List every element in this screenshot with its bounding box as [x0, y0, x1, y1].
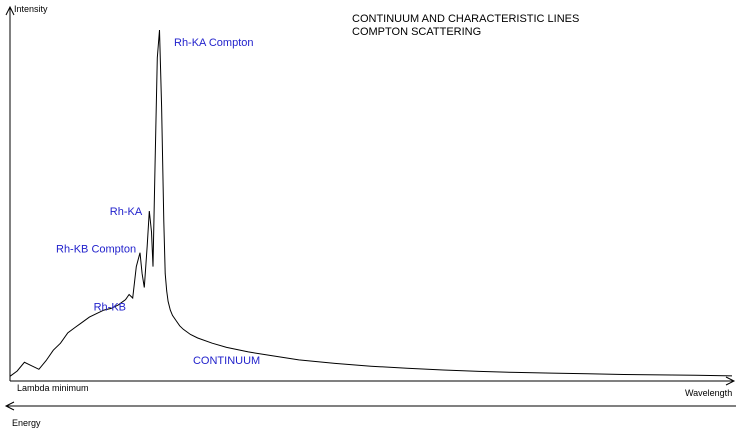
- label-rh-ka: Rh-KA: [110, 206, 143, 218]
- label-rh-kb: Rh-KB: [94, 301, 126, 313]
- peak-annotations: Rh-KA Compton Rh-KA Rh-KB Compton Rh-KB CONT…: [56, 37, 260, 367]
- y-axis-label: Intensity: [14, 4, 48, 14]
- chart-title-line2: COMPTON SCATTERING: [352, 26, 481, 38]
- label-rh-kb-compton: Rh-KB Compton: [56, 244, 136, 256]
- x-axis-label: Wavelength: [685, 388, 732, 398]
- energy-label: Energy: [12, 418, 41, 428]
- spectrum-line: [9, 29, 733, 377]
- energy-arrowhead: [4, 401, 15, 411]
- y-axis-arrowhead: [5, 5, 15, 16]
- x-axis-arrowhead: [725, 376, 736, 386]
- label-rh-ka-compton: Rh-KA Compton: [174, 37, 253, 49]
- label-continuum: CONTINUUM: [193, 355, 260, 367]
- chart-title-line1: CONTINUUM AND CHARACTERISTIC LINES: [352, 13, 579, 25]
- x-start-label: Lambda minimum: [17, 383, 89, 393]
